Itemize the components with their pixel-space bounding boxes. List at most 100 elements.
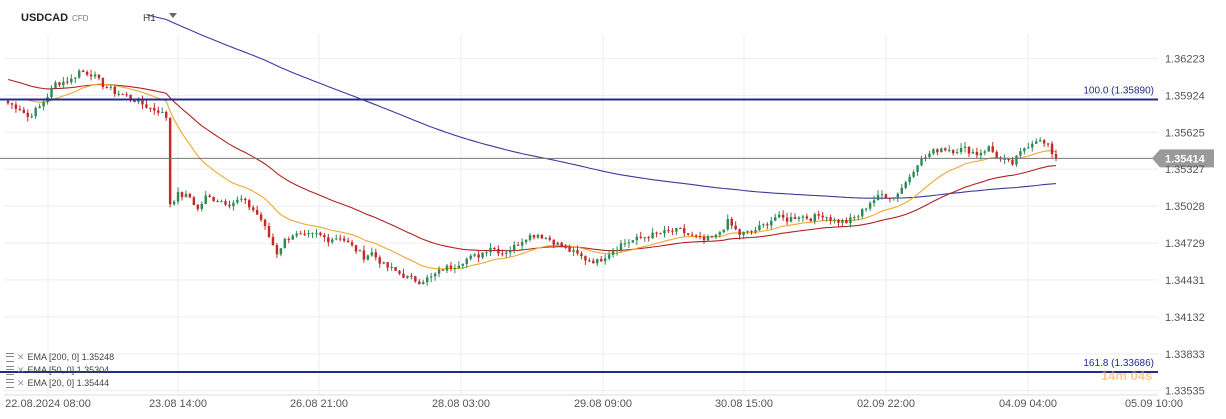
indicator-legend-ema20[interactable]: ✕ EMA [20, 0] 1.35444 — [6, 377, 109, 390]
candle-body — [255, 209, 259, 215]
candle-body — [14, 104, 18, 109]
candle-body — [1003, 158, 1006, 160]
y-axis: 1.36223 1.35924 1.35625 1.35327 1.35028 1.347… — [1165, 53, 1205, 397]
candle-body — [323, 235, 326, 238]
settings-icon[interactable] — [6, 379, 14, 389]
candle-body — [908, 176, 911, 183]
indicator-legend-ema200[interactable]: ✕ EMA [200, 0] 1.35248 — [6, 351, 114, 364]
chevron-down-icon[interactable] — [169, 13, 177, 18]
candle-body — [473, 254, 476, 256]
timeframe-selector[interactable]: H1 — [143, 13, 156, 24]
candle-body — [105, 87, 109, 89]
candle-body — [418, 281, 421, 285]
candle-body — [599, 259, 603, 262]
candle-body — [180, 192, 184, 198]
candle-body — [338, 238, 342, 240]
candle-body — [212, 197, 215, 202]
candle-body — [734, 225, 737, 230]
candle-body — [671, 230, 674, 232]
candle-body — [62, 81, 65, 86]
candles-layer — [6, 69, 1058, 286]
candle-body — [184, 193, 188, 198]
candle-body — [572, 250, 575, 252]
candle-body — [188, 193, 192, 198]
candle-body — [425, 277, 429, 283]
candle-body — [93, 74, 97, 77]
y-tick-label: 1.35924 — [1165, 90, 1205, 102]
candle-body — [299, 233, 302, 235]
candle-body — [959, 147, 963, 153]
legend-value: 1.35304 — [76, 365, 110, 375]
candle-body — [38, 106, 41, 108]
settings-icon[interactable] — [6, 353, 14, 363]
candle-body — [168, 117, 172, 205]
candle-body — [584, 256, 587, 261]
candle-body — [963, 146, 967, 148]
candle-body — [726, 218, 729, 230]
candle-body — [66, 81, 69, 83]
candle-body — [714, 234, 718, 238]
candle-body — [291, 235, 294, 240]
levels-layer: 100.0 (1.35890) 161.8 (1.33686) 1.35414 — [0, 86, 1214, 374]
candle-body — [552, 239, 555, 245]
candle-body — [394, 267, 397, 271]
settings-icon[interactable] — [6, 366, 14, 376]
candle-body — [829, 217, 832, 221]
candle-body — [884, 194, 888, 199]
candle-body — [509, 249, 512, 253]
candle-body — [770, 220, 773, 226]
candle-body — [603, 258, 607, 262]
candle-body — [192, 197, 196, 206]
symbol-label[interactable]: USDCAD — [21, 12, 69, 24]
candle-body — [208, 195, 211, 198]
x-tick-label: 05.09 10:00 — [1125, 398, 1183, 410]
candle-body — [524, 239, 528, 243]
candle-body — [164, 112, 168, 118]
candle-body — [991, 146, 994, 152]
candle-body — [528, 235, 532, 240]
candle-body — [10, 103, 14, 105]
candle-body — [694, 235, 698, 237]
candle-body — [58, 82, 61, 86]
candle-body — [916, 165, 919, 173]
candle-body — [651, 232, 654, 239]
candle-body — [457, 265, 461, 269]
candle-body — [386, 262, 389, 268]
candle-body — [888, 198, 892, 200]
chart-header: USDCAD CFD H1 — [0, 0, 1160, 34]
candle-body — [1007, 158, 1010, 160]
candle-body — [89, 74, 93, 77]
candle-body — [754, 230, 757, 232]
candle-body — [481, 252, 484, 258]
candle-body — [821, 215, 824, 218]
candle-body — [619, 243, 623, 250]
candle-body — [860, 209, 864, 217]
close-icon[interactable]: ✕ — [17, 352, 25, 362]
candle-body — [350, 242, 354, 246]
candle-body — [370, 252, 374, 256]
candle-body — [275, 245, 279, 255]
candle-body — [947, 150, 951, 152]
candle-body — [50, 87, 53, 98]
candle-body — [6, 100, 10, 104]
candle-body — [77, 70, 81, 78]
close-icon[interactable]: ✕ — [17, 378, 25, 388]
candle-body — [1054, 154, 1058, 159]
candle-body — [362, 250, 366, 260]
candle-body — [251, 207, 255, 210]
y-tick-label: 1.35028 — [1165, 201, 1205, 213]
close-icon[interactable]: ✕ — [17, 365, 25, 375]
candle-body — [592, 260, 595, 264]
candle-body — [544, 237, 548, 239]
candle-body — [607, 254, 611, 259]
candle-countdown: 14m 04s — [1101, 368, 1153, 383]
candle-body — [643, 237, 646, 239]
indicator-legend-ema50[interactable]: ✕ EMA [50, 0] 1.35304 — [6, 364, 109, 377]
candle-body — [26, 112, 29, 117]
candle-body — [975, 152, 979, 156]
candle-body — [983, 151, 987, 153]
candle-body — [307, 233, 310, 235]
candle-body — [718, 232, 722, 235]
candle-body — [501, 253, 504, 255]
